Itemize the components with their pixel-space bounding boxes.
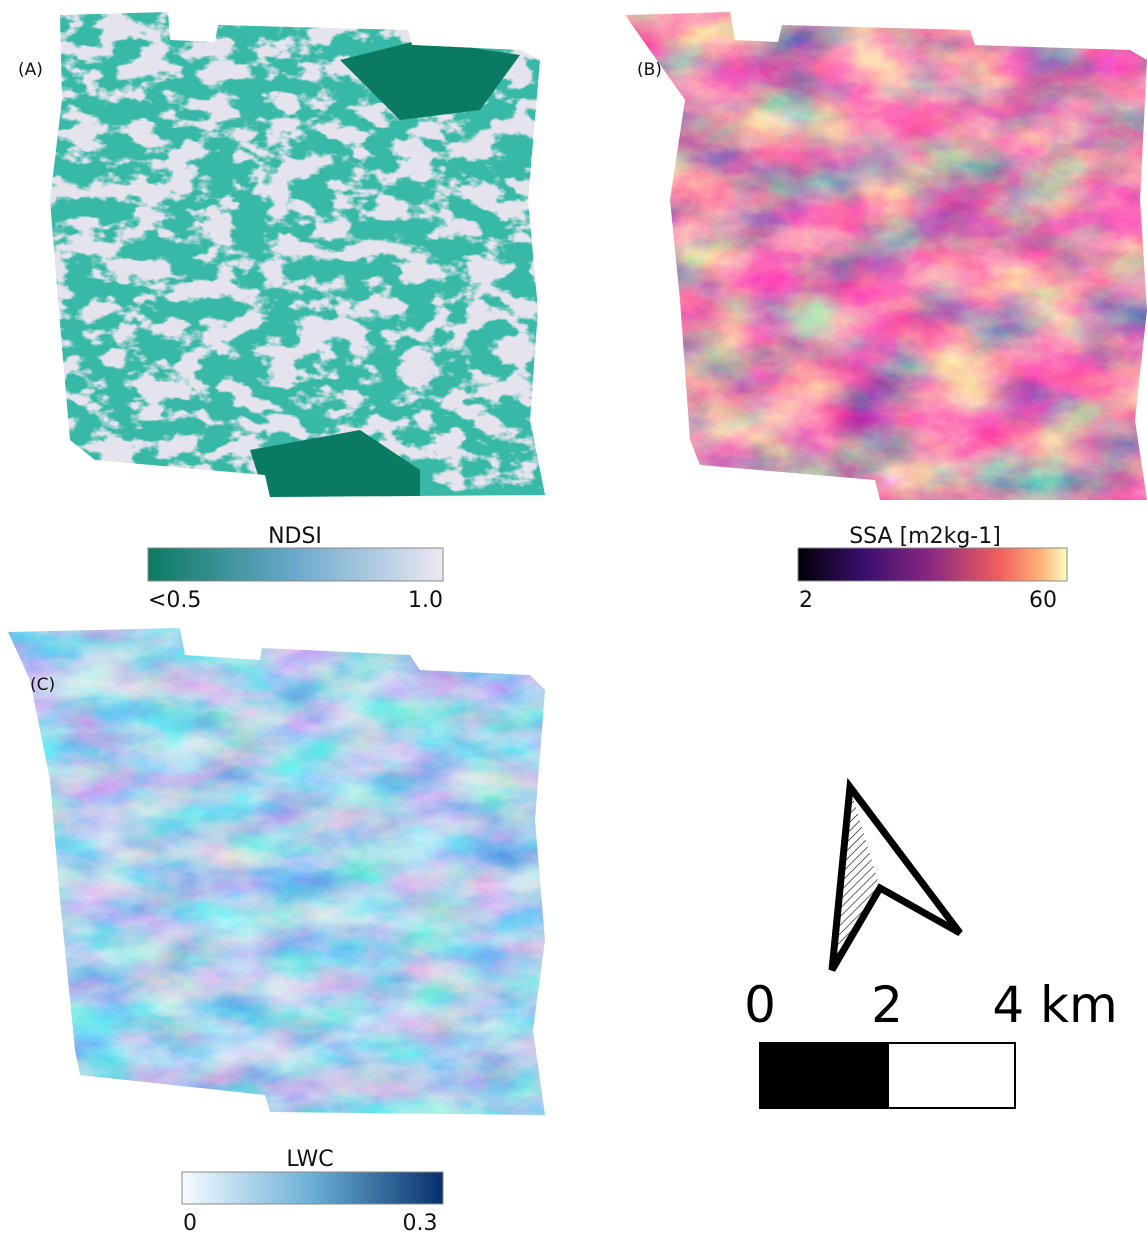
colorbar <box>148 548 443 581</box>
scale-label: 4 km <box>992 976 1117 1034</box>
colorbar-title: SSA [m2kg-1] <box>849 524 1001 549</box>
page: {"panels": [ {"label": "(A)", "colorbar"… <box>0 0 1147 1234</box>
figure: (A) (B) (C) NDSI <0.5 1.0 SSA [m2kg-1] 2… <box>0 0 1147 1234</box>
north-arrow <box>832 787 960 970</box>
panel-label: (C) <box>30 675 55 695</box>
colorbar <box>182 1172 443 1204</box>
scale-bar: 0 2 4 km <box>744 976 1118 1108</box>
map-ssa <box>620 10 1147 505</box>
scale-segment <box>760 1043 888 1108</box>
colorbar-title: LWC <box>286 1147 333 1172</box>
map-lwc <box>5 625 550 1120</box>
scale-label: 2 <box>871 976 903 1034</box>
colorbar-tick: <0.5 <box>148 588 201 613</box>
panel-label: (B) <box>637 60 662 80</box>
colorbar-tick: 60 <box>1029 588 1057 613</box>
map-texture <box>5 625 550 1120</box>
scale-segment <box>888 1043 1015 1108</box>
map-texture <box>620 10 1147 505</box>
colorbar-tick: 0 <box>183 1211 197 1234</box>
panel-label: (A) <box>18 60 43 80</box>
colorbar-title: NDSI <box>268 524 322 549</box>
map-ndsi <box>40 10 550 505</box>
scale-label: 0 <box>744 976 776 1034</box>
colorbar <box>798 548 1067 581</box>
colorbar-tick: 0.3 <box>403 1211 438 1234</box>
colorbar-tick: 1.0 <box>408 588 443 613</box>
colorbar-tick: 2 <box>799 588 813 613</box>
